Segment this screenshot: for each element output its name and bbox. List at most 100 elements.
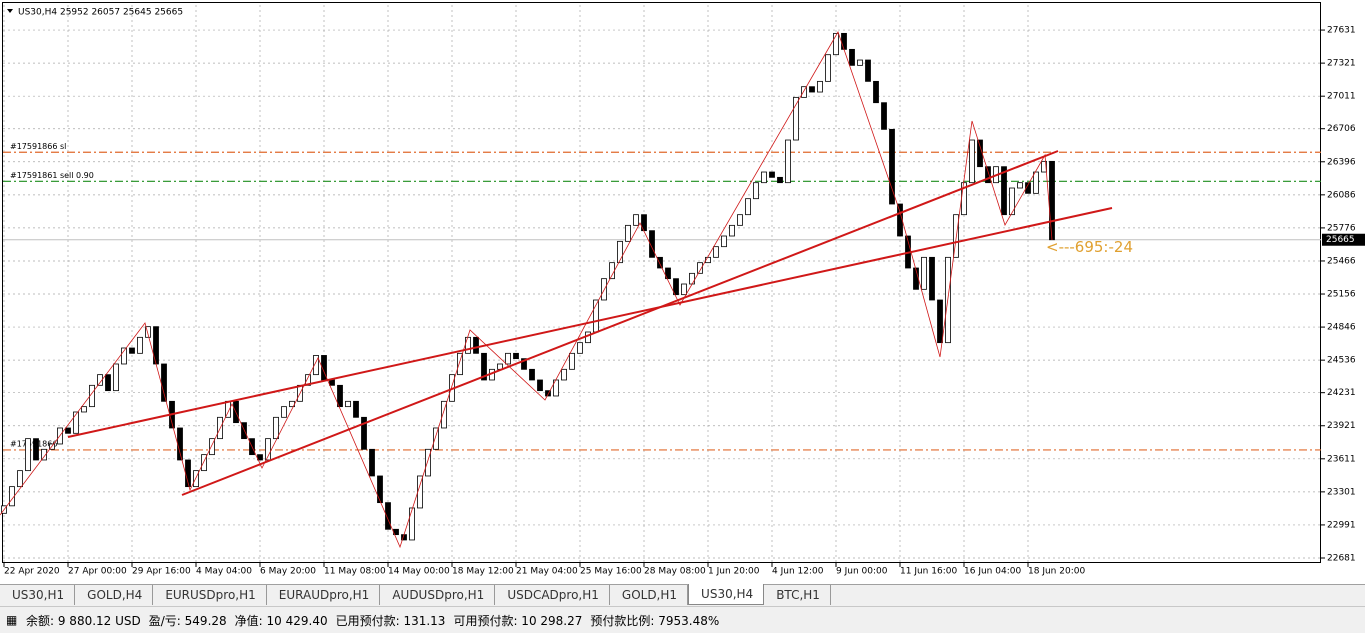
y-tick-label: 24536 <box>1327 356 1356 366</box>
candle-body <box>337 384 343 408</box>
annotation: <---695:-24 <box>1046 238 1133 256</box>
candle-body <box>513 352 519 360</box>
candle-body <box>369 448 375 477</box>
candle-body <box>561 368 567 381</box>
x-tick-label: 22 Apr 2020 <box>4 567 60 577</box>
candle-body <box>121 347 127 365</box>
candle-body <box>817 80 823 93</box>
candle-body <box>545 390 551 397</box>
candle-body <box>1033 171 1039 194</box>
chart-tab[interactable]: US30,H1 <box>0 585 76 605</box>
candle-body <box>137 336 143 354</box>
candle-body <box>689 272 695 285</box>
candle-body <box>25 438 31 472</box>
y-tick-label: 26706 <box>1327 124 1356 134</box>
candle-body <box>177 427 183 461</box>
status-field: 已用预付款: 131.13 <box>335 613 446 628</box>
candle-body <box>873 80 879 104</box>
candle-body <box>673 278 679 296</box>
status-field: 可用预付款: 10 298.27 <box>453 613 583 628</box>
candle-body <box>241 422 247 440</box>
menu-icon[interactable] <box>7 9 13 13</box>
y-tick-label: 24846 <box>1327 323 1356 333</box>
candle-body <box>857 59 863 66</box>
candle-body <box>481 352 487 381</box>
candles <box>1 32 1055 541</box>
y-tick-label: 23921 <box>1327 421 1356 431</box>
x-tick-label: 9 Jun 00:00 <box>836 567 888 577</box>
status-field: 净值: 10 429.40 <box>234 613 328 628</box>
candle-body <box>33 438 39 461</box>
candle-body <box>1025 182 1031 194</box>
chart-tab[interactable]: EURUSDpro,H1 <box>153 585 267 605</box>
candle-body <box>577 342 583 354</box>
candle-body <box>793 96 799 141</box>
candle-body <box>761 171 767 184</box>
candle-body <box>769 171 775 178</box>
candle-body <box>473 336 479 354</box>
x-tick-label: 14 May 00:00 <box>388 567 450 577</box>
candle-body <box>97 374 103 386</box>
candle-body <box>617 240 623 264</box>
chart-tab[interactable]: US30,H4 <box>688 584 765 605</box>
candle-body <box>353 400 359 418</box>
candle-body <box>329 379 335 386</box>
candle-body <box>409 507 415 541</box>
candle-body <box>809 86 815 93</box>
chart-tab[interactable]: USDCADpro,H1 <box>495 585 610 605</box>
candle-body <box>985 166 991 184</box>
candle-body <box>521 358 527 370</box>
trend-line <box>181 150 1059 496</box>
chart-tab[interactable]: GOLD,H1 <box>610 585 689 605</box>
candle-body <box>273 416 279 440</box>
candle-body <box>1009 187 1015 216</box>
candle-body <box>425 448 431 477</box>
candle-body <box>625 224 631 242</box>
chart-tab[interactable]: GOLD,H4 <box>75 585 154 605</box>
candle-body <box>201 454 207 472</box>
chart-tab[interactable]: BTC,H1 <box>764 585 831 605</box>
candle-body <box>1049 160 1055 241</box>
candle-body <box>465 336 471 354</box>
y-tick-label: 25776 <box>1327 223 1356 233</box>
grid <box>3 5 1321 563</box>
candle-body <box>537 379 543 392</box>
candle-body <box>81 406 87 413</box>
candle-body <box>609 262 615 280</box>
y-tick-label: 26086 <box>1327 190 1356 200</box>
candle-body <box>881 102 887 130</box>
status-bar: ▦ 余额: 9 880.12 USD 盈/亏: 549.28 净值: 10 429.4… <box>0 606 1365 633</box>
chart-tab[interactable]: EURAUDpro,H1 <box>267 585 381 605</box>
candle-body <box>161 363 167 402</box>
x-tick-label: 28 May 08:00 <box>644 567 706 577</box>
chart-tab[interactable]: AUDUSDpro,H1 <box>380 585 496 605</box>
candle-body <box>777 176 783 184</box>
x-tick-label: 11 Jun 16:00 <box>900 567 957 577</box>
candle-body <box>929 256 935 301</box>
x-tick-label: 18 Jun 20:00 <box>1028 567 1085 577</box>
candle-body <box>889 128 895 205</box>
chart-header: US30,H4 25952 26057 25645 25665 <box>18 8 183 18</box>
candle-body <box>737 214 743 226</box>
y-tick-label: 23611 <box>1327 454 1356 464</box>
candle-body <box>833 32 839 56</box>
candle-body <box>529 368 535 381</box>
x-tick-label: 25 May 16:00 <box>580 567 642 577</box>
candle-body <box>113 363 119 392</box>
candle-body <box>145 326 151 338</box>
candle-body <box>897 203 903 237</box>
last-price-label: 25665 <box>1326 235 1355 245</box>
candle-body <box>41 448 47 461</box>
candle-body <box>281 406 287 418</box>
candle-body <box>433 427 439 450</box>
y-tick-label: 22681 <box>1327 553 1356 563</box>
x-tick-label: 16 Jun 04:00 <box>964 567 1021 577</box>
candle-body <box>441 400 447 429</box>
x-tick-label: 18 May 12:00 <box>452 567 514 577</box>
candle-body <box>193 470 199 488</box>
last-price-box <box>1322 233 1365 246</box>
candle-body <box>505 352 511 365</box>
y-tick-label: 23301 <box>1327 487 1356 497</box>
y-tick-label: 26396 <box>1327 157 1356 167</box>
candle-body <box>345 400 351 408</box>
